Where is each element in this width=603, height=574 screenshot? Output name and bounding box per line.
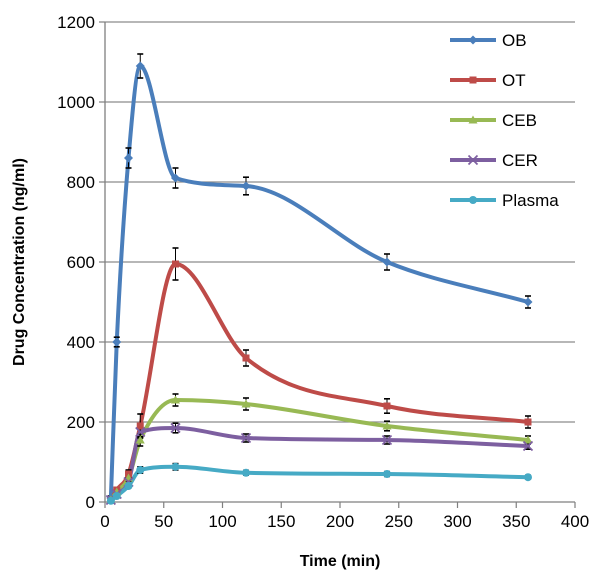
legend-label-ceb: CEB: [502, 111, 537, 130]
x-tick-label: 50: [154, 512, 173, 531]
data-point-ot: [242, 354, 250, 362]
data-point-cer: [381, 434, 393, 446]
data-point-cer: [240, 432, 252, 444]
y-tick-label: 600: [67, 253, 95, 272]
data-point-cer: [170, 422, 181, 434]
legend-label-ot: OT: [502, 71, 526, 90]
data-point-ceb: [241, 399, 251, 408]
x-axis-title: Time (min): [300, 553, 381, 570]
legend: OB OT CEB CER Plasma: [450, 31, 559, 210]
axes: [99, 21, 576, 508]
y-tick-label: 1000: [57, 93, 95, 112]
data-markers: [105, 61, 534, 506]
legend-label-ob: OB: [502, 31, 527, 50]
data-point-plasma: [524, 473, 532, 482]
data-point-cer-stroke: [170, 422, 181, 434]
data-point-ob: [382, 257, 392, 267]
y-tick-label: 800: [67, 173, 95, 192]
data-point-plasma: [242, 468, 250, 477]
data-point-cer-stroke: [240, 432, 252, 444]
legend-label-cer: CER: [502, 151, 538, 170]
data-point-ceb: [171, 395, 180, 404]
data-point-ot: [136, 422, 144, 430]
y-tick-label: 0: [86, 493, 95, 512]
x-tick-label: 300: [443, 512, 471, 531]
data-point-plasma: [171, 462, 180, 471]
data-point-cer-stroke: [135, 426, 146, 438]
x-tick-label: 100: [208, 512, 236, 531]
data-point-cer: [522, 440, 534, 452]
x-tick-label: 350: [502, 512, 530, 531]
y-tick-label: 400: [67, 333, 95, 352]
legend-marker-ob: [468, 35, 478, 45]
data-point-ob: [171, 173, 180, 183]
data-point-ob: [135, 61, 145, 71]
x-tick-label: 400: [561, 512, 589, 531]
data-point-cer-stroke: [522, 440, 534, 452]
data-point-ceb: [523, 435, 533, 444]
series-line-ob: [108, 64, 530, 500]
x-tick-label: 0: [100, 512, 109, 531]
y-tick-label: 200: [67, 413, 95, 432]
x-tick-label: 250: [385, 512, 413, 531]
legend-marker-plasma: [469, 196, 477, 204]
legend-marker-cer: [467, 154, 479, 166]
data-point-ob: [523, 297, 533, 307]
data-point-ceb: [135, 435, 145, 444]
y-tick-labels: 0 200 400 600 800 1000 1200: [57, 13, 95, 512]
data-point-ot: [383, 402, 391, 410]
data-point-ob: [112, 337, 122, 347]
x-tick-labels: 0 50 100 150 200 250 300 350 400: [100, 512, 589, 531]
x-tick-label: 200: [326, 512, 354, 531]
legend-marker-cer-stroke: [467, 154, 479, 166]
data-point-plasma: [106, 496, 115, 505]
data-point-plasma: [383, 470, 391, 478]
data-point-plasma: [112, 492, 121, 500]
data-point-cer-stroke: [381, 434, 393, 446]
data-point-ob: [124, 153, 133, 163]
legend-marker-ceb: [468, 115, 478, 124]
x-tick-label: 150: [267, 512, 295, 531]
series-line-plasma: [108, 464, 530, 503]
data-point-cer: [135, 426, 146, 438]
legend-marker-ot: [469, 76, 477, 84]
y-axis-title: Drug Concentration (ng/ml): [11, 158, 28, 366]
data-point-ceb: [382, 421, 392, 430]
data-point-ob: [241, 181, 251, 191]
data-point-plasma: [124, 482, 133, 490]
data-point-ot: [524, 418, 532, 426]
series-lines: [108, 64, 530, 503]
y-tick-label: 1200: [57, 13, 95, 32]
legend-label-plasma: Plasma: [502, 191, 559, 210]
data-point-ot: [172, 260, 179, 268]
data-point-plasma: [136, 466, 145, 474]
